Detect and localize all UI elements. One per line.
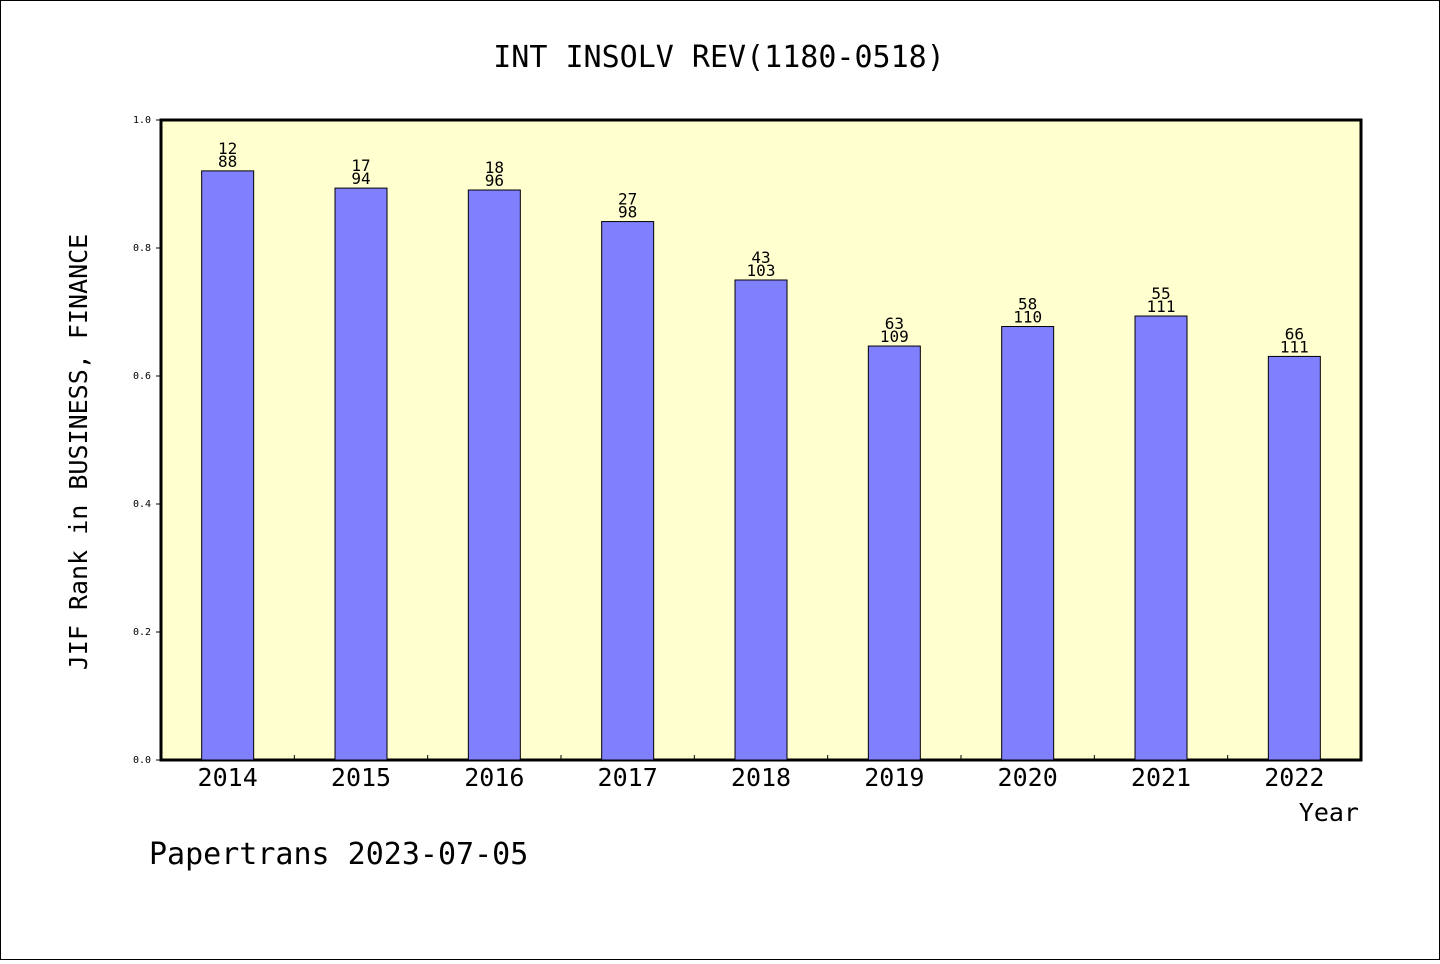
bar-total-label: 110 <box>1013 308 1042 327</box>
bar <box>867 345 921 761</box>
bar-rank-label: 58 <box>1018 295 1037 314</box>
bar <box>1001 326 1055 761</box>
bar-rank-label: 63 <box>885 314 904 333</box>
bar-total-label: 96 <box>485 171 504 190</box>
y-tick-label: 0.4 <box>133 499 151 510</box>
bar-total-label: 111 <box>1147 297 1176 316</box>
x-tick-label: 2021 <box>1131 763 1191 792</box>
y-tick-label: 0.0 <box>133 755 151 766</box>
bar-total-label: 109 <box>880 327 909 346</box>
bar <box>1267 355 1321 761</box>
bar-rank-label: 12 <box>218 139 237 158</box>
bar-rank-label: 27 <box>618 190 637 209</box>
y-tick-label: 0.6 <box>133 371 151 382</box>
x-tick-label: 2022 <box>1264 763 1324 792</box>
y-axis: 0.0 0.2 0.4 0.6 0.8 1.0 <box>133 115 161 766</box>
bar <box>334 187 388 761</box>
x-tick-label: 2015 <box>331 763 391 792</box>
bar-rank-label: 66 <box>1285 324 1304 343</box>
x-tick-label: 2014 <box>198 763 258 792</box>
y-tick-label: 0.2 <box>133 627 151 638</box>
bar-total-label: 88 <box>218 152 237 171</box>
x-axis: 2014 2015 2016 2017 2018 2019 2020 2021 2022 <box>198 755 1324 792</box>
y-axis-label: JIF Rank in BUSINESS, FINANCE <box>64 234 93 671</box>
y-tick-label: 0.8 <box>133 243 151 254</box>
y-tick-label: 1.0 <box>133 115 151 126</box>
bar-total-label: 111 <box>1280 337 1309 356</box>
bar <box>734 279 788 761</box>
x-tick-label: 2016 <box>464 763 524 792</box>
bar <box>467 189 521 761</box>
x-axis-label: Year <box>1299 798 1359 827</box>
footer-credit: Papertrans 2023-07-05 <box>149 837 528 872</box>
bar-total-label: 103 <box>747 261 776 280</box>
bar <box>601 221 655 761</box>
x-tick-label: 2020 <box>998 763 1058 792</box>
bar-total-label: 98 <box>618 203 637 222</box>
bar-rank-label: 18 <box>485 158 504 177</box>
bar <box>201 170 255 761</box>
bar-rank-label: 55 <box>1151 284 1170 303</box>
x-tick-label: 2019 <box>864 763 924 792</box>
x-tick-label: 2017 <box>598 763 658 792</box>
bar <box>1134 315 1188 761</box>
bar-rank-label: 17 <box>351 156 370 175</box>
bar-total-label: 94 <box>351 169 370 188</box>
chart-title: INT INSOLV REV(1180-0518) <box>493 40 945 75</box>
bar-rank-label: 43 <box>751 248 770 267</box>
x-tick-label: 2018 <box>731 763 791 792</box>
